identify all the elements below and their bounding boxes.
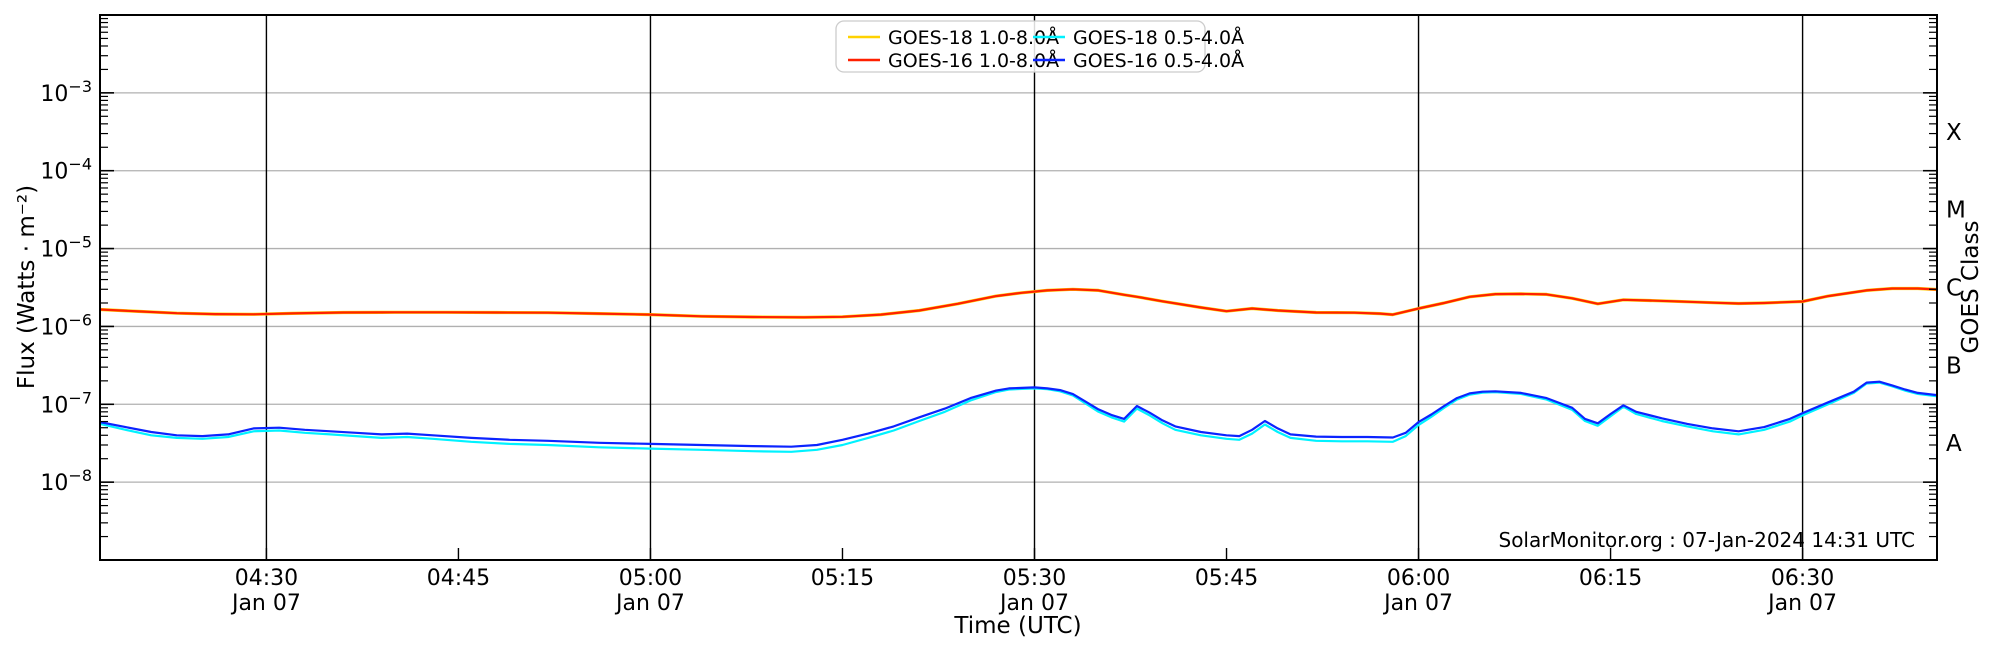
plot-frame — [99, 14, 1938, 561]
x-tick-sublabel: Jan 07 — [1766, 591, 1837, 616]
x-tick-label: 05:15 — [811, 566, 874, 591]
x-tick-label: 05:45 — [1195, 566, 1258, 591]
goes-class-letter: X — [1946, 120, 1962, 146]
x-axis-title: Time (UTC) — [953, 613, 1081, 639]
x-tick-sublabel: Jan 07 — [1382, 591, 1453, 616]
x-tick-label: 05:00 — [619, 566, 682, 591]
legend-label: GOES-18 0.5-4.0Å — [1073, 26, 1244, 49]
series-line-goes16-short — [100, 380, 1937, 448]
y-tick-label: 10−3 — [40, 77, 92, 107]
x-tick-label: 06:00 — [1387, 566, 1450, 591]
legend-label: GOES-18 1.0-8.0Å — [888, 26, 1059, 49]
series-line-goes16-long — [100, 287, 1937, 319]
x-tick-label: 04:45 — [427, 566, 490, 591]
goes-class-letter: C — [1946, 276, 1962, 302]
x-tick-sublabel: Jan 07 — [614, 591, 685, 616]
legend-label: GOES-16 0.5-4.0Å — [1073, 49, 1244, 72]
goes-class-letter: M — [1946, 198, 1966, 224]
goes-class-letter: B — [1946, 353, 1962, 379]
legend-box — [835, 20, 1206, 73]
y-tick-label: 10−6 — [40, 310, 92, 340]
legend-label: GOES-16 1.0-8.0Å — [888, 49, 1059, 72]
goes-class-letter: A — [1946, 431, 1962, 457]
x-tick-label: 05:30 — [1003, 566, 1066, 591]
x-tick-sublabel: Jan 07 — [998, 591, 1069, 616]
x-tick-sublabel: Jan 07 — [230, 591, 301, 616]
y-axis-title-left: Flux (Watts · m⁻²) — [14, 185, 40, 389]
y-axis-title-right: GOES Class — [1958, 221, 1984, 354]
y-tick-label: 10−8 — [40, 466, 92, 496]
watermark-text: SolarMonitor.org : 07-Jan-2024 14:31 UTC — [1499, 528, 1916, 552]
x-tick-label: 06:30 — [1771, 566, 1834, 591]
series-line-goes18-short — [100, 381, 1937, 453]
y-tick-label: 10−7 — [40, 388, 92, 418]
y-tick-label: 10−5 — [40, 233, 92, 263]
y-tick-label: 10−4 — [40, 155, 92, 185]
x-tick-label: 06:15 — [1579, 566, 1642, 591]
x-tick-label: 04:30 — [235, 566, 298, 591]
